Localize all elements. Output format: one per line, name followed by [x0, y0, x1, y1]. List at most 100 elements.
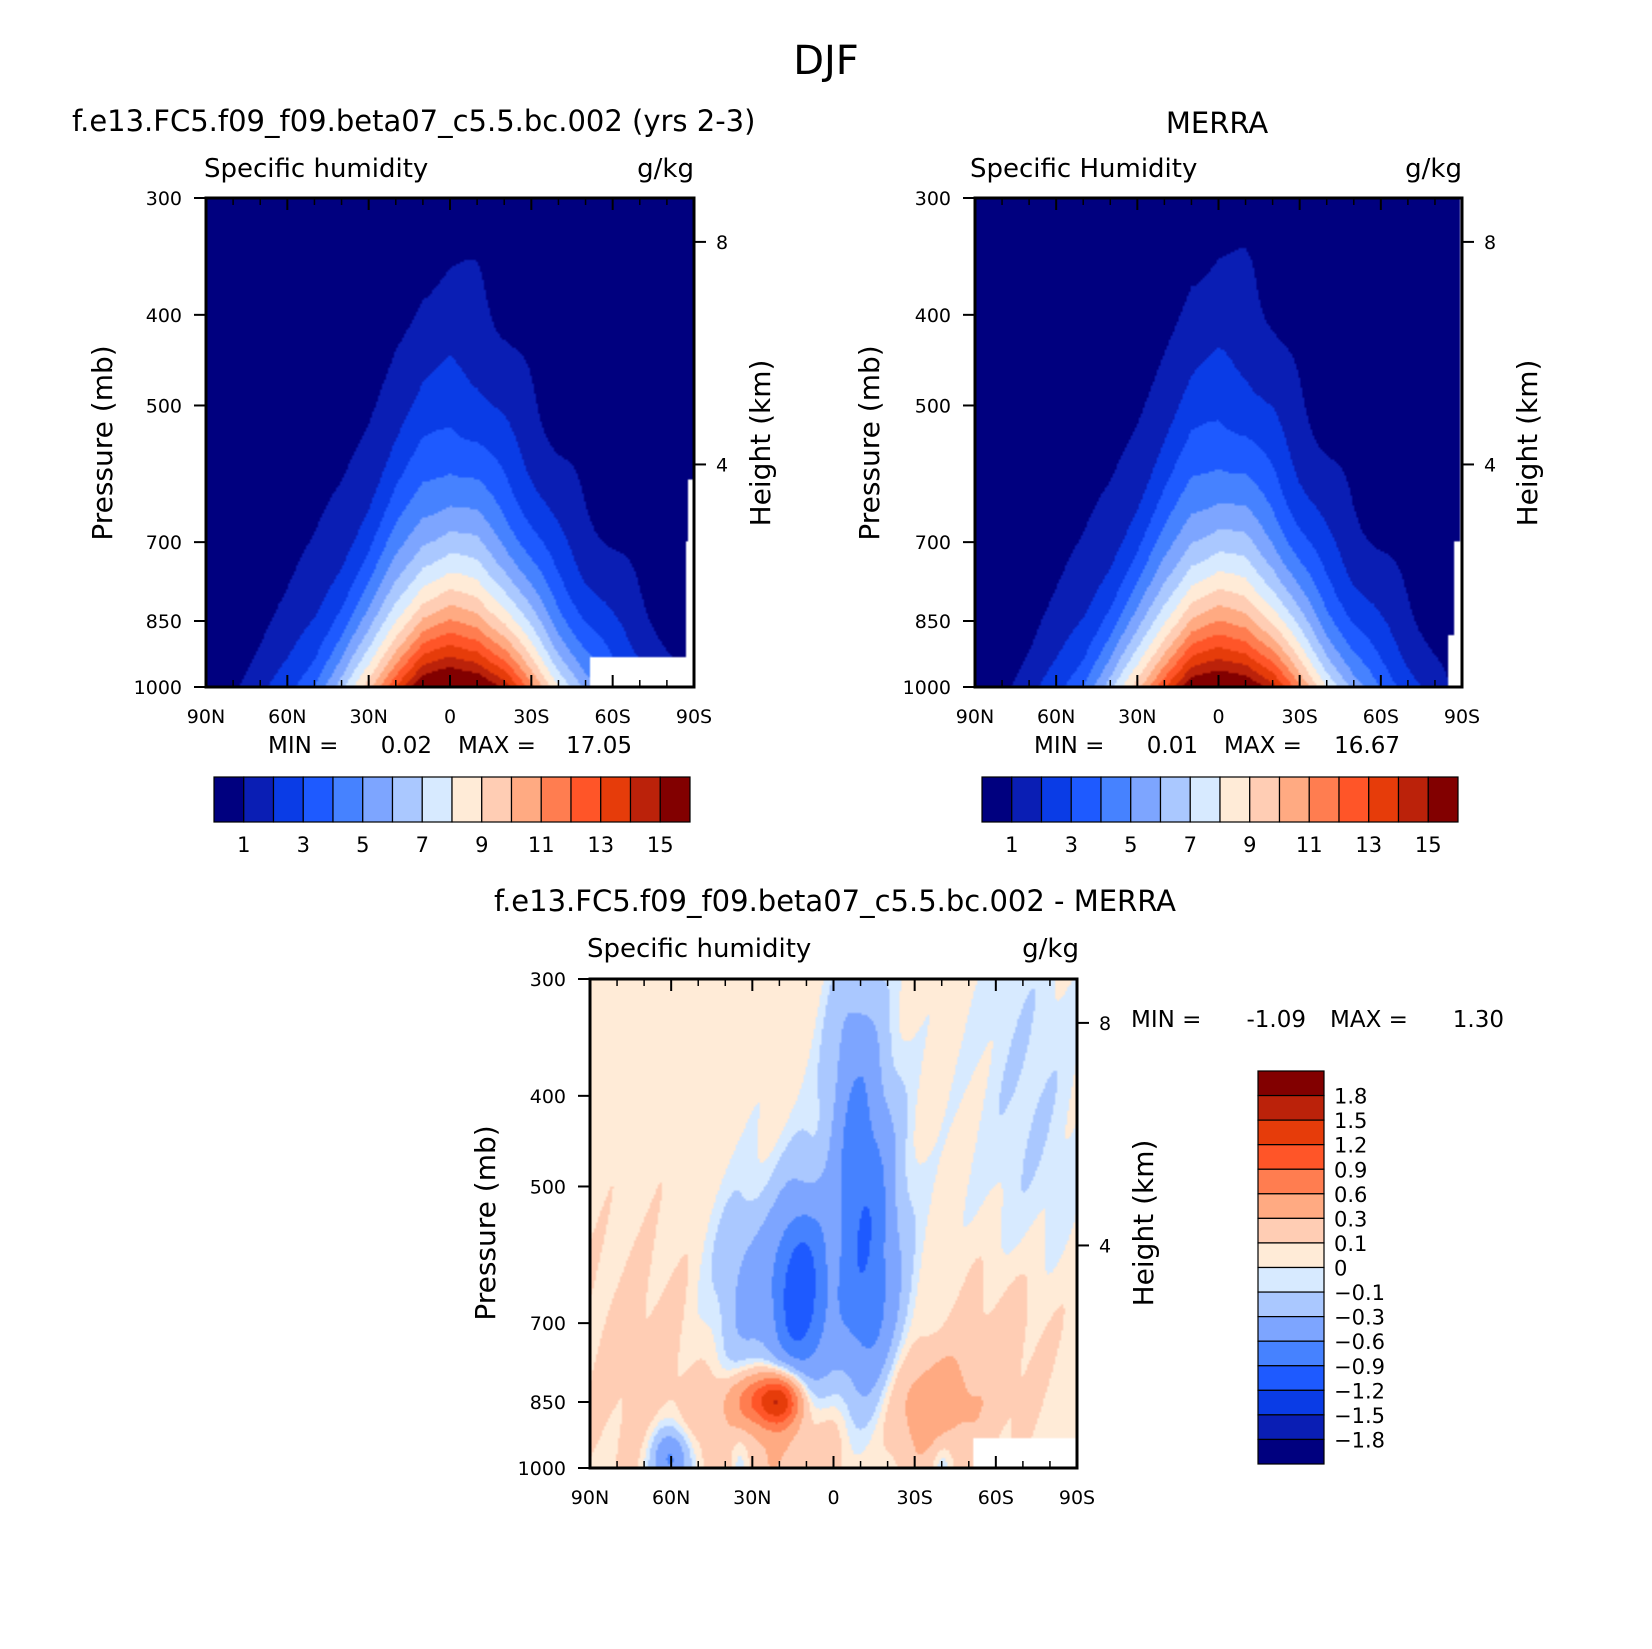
field-label: Specific humidity: [204, 154, 428, 184]
y-tick-label: 300: [146, 188, 182, 210]
height-tick-label: 4: [1099, 1235, 1111, 1257]
colorbar-box: [243, 776, 275, 823]
right-axis-label: Height (km): [744, 360, 777, 527]
right-axis-label: Height (km): [1511, 360, 1544, 527]
colorbar-box: [1189, 776, 1221, 823]
y-tick-label: 850: [915, 611, 951, 633]
contour-field: [590, 979, 1077, 1468]
colorbar-label: 15: [647, 833, 674, 857]
colorbar-label: 1.5: [1334, 1109, 1367, 1133]
panel-title: f.e13.FC5.f09_f09.beta07_c5.5.bc.002 (yr…: [72, 104, 755, 138]
x-tick-label: 30S: [897, 1487, 933, 1509]
x-tick-label: 0: [827, 1487, 839, 1509]
colorbar-label: 7: [1184, 833, 1197, 857]
colorbar-box: [570, 776, 602, 823]
colorbar-label: 9: [475, 833, 488, 857]
colorbar-box: [332, 776, 364, 823]
colorbar-label: 1: [237, 833, 250, 857]
min-label: MIN =: [1034, 733, 1104, 759]
colorbar-box: [1159, 776, 1191, 823]
plot-frame: 90N 60N 30N 0 30S 60S 90S 300 400 500 700 850 1000 8 4: [518, 969, 1111, 1509]
colorbar-box: [1257, 1094, 1325, 1121]
colorbar-label: 1.2: [1334, 1134, 1367, 1158]
contour-field: [975, 198, 1462, 687]
colorbar-label: 1: [1005, 833, 1018, 857]
colorbar-label: 1.8: [1334, 1085, 1367, 1109]
height-tick-label: 8: [1484, 232, 1496, 254]
colorbar-box: [540, 776, 572, 823]
colorbar-box: [272, 776, 304, 823]
y-axis-label: Pressure (mb): [469, 1125, 502, 1320]
colorbar-box: [1257, 1193, 1325, 1219]
colorbar-box: [1257, 1070, 1325, 1097]
colorbar-box: [1278, 776, 1310, 823]
units-label: g/kg: [637, 154, 694, 184]
y-tick-label: 300: [530, 969, 566, 991]
y-tick-label: 850: [530, 1392, 566, 1414]
colorbar-box: [1257, 1340, 1325, 1367]
x-tick-label: 90N: [956, 706, 994, 728]
x-tick-label: 90N: [571, 1487, 609, 1509]
x-tick-label: 60S: [978, 1487, 1014, 1509]
colorbar: 1 3 5 7 9 11 13 15: [981, 776, 1459, 857]
height-tick-label: 8: [1099, 1013, 1111, 1035]
colorbar-box: [1257, 1144, 1325, 1170]
max-value: 1.30: [1453, 1007, 1504, 1033]
colorbar-box: [1257, 1168, 1325, 1195]
x-tick-label: 90S: [1059, 1487, 1095, 1509]
y-axis-label: Pressure (mb): [86, 345, 119, 540]
height-tick-label: 4: [716, 454, 728, 476]
colorbar-label: −1.8: [1334, 1428, 1385, 1452]
y-tick-label: 400: [146, 305, 182, 327]
colorbar-box: [1257, 1365, 1325, 1391]
x-tick-label: 0: [1212, 706, 1224, 728]
y-tick-label: 500: [530, 1176, 566, 1198]
colorbar-box: [1257, 1217, 1325, 1244]
y-tick-label: 1000: [903, 677, 951, 699]
colorbar-label: −0.6: [1334, 1330, 1385, 1354]
x-tick-label: 90N: [187, 706, 225, 728]
colorbar-box: [1011, 776, 1043, 823]
colorbar-label: 13: [1355, 833, 1382, 857]
y-tick-label: 500: [146, 395, 182, 417]
colorbar-label: −0.3: [1334, 1306, 1385, 1330]
colorbar-box: [659, 776, 691, 823]
colorbar-box: [362, 776, 394, 823]
colorbar-label: 11: [1296, 833, 1323, 857]
colorbar-label: −0.9: [1334, 1355, 1385, 1379]
units-label: g/kg: [1022, 934, 1079, 964]
colorbar-box: [1219, 776, 1251, 823]
units-label: g/kg: [1405, 154, 1462, 184]
colorbar-label: 7: [416, 833, 429, 857]
y-tick-label: 850: [146, 611, 182, 633]
max-label: MAX =: [1224, 733, 1302, 759]
y-tick-label: 700: [146, 532, 182, 554]
y-tick-label: 400: [530, 1086, 566, 1108]
colorbar-label: 9: [1243, 833, 1256, 857]
panel-difference: f.e13.FC5.f09_f09.beta07_c5.5.bc.002 - M…: [469, 884, 1504, 1509]
colorbar-box: [481, 776, 513, 823]
colorbar: −1.8−1.5−1.2−0.9−0.6−0.3−0.100.10.30.60.…: [1257, 1070, 1385, 1465]
colorbar-box: [421, 776, 453, 823]
colorbar-box: [1427, 776, 1459, 823]
x-tick-label: 30N: [1118, 706, 1156, 728]
max-label: MAX =: [458, 733, 536, 759]
colorbar-box: [1257, 1266, 1325, 1293]
colorbar-box: [1338, 776, 1370, 823]
colorbar-box: [302, 776, 334, 823]
max-value: 16.67: [1334, 733, 1400, 759]
colorbar-box: [1257, 1438, 1325, 1465]
height-tick-label: 4: [1484, 454, 1496, 476]
panel-observation: MERRA Specific Humidity g/kg 90N 60N 30N 0 3…: [853, 106, 1544, 857]
x-tick-label: 30N: [733, 1487, 771, 1509]
panel-model: f.e13.FC5.f09_f09.beta07_c5.5.bc.002 (yr…: [72, 104, 777, 857]
x-tick-label: 60S: [1363, 706, 1399, 728]
colorbar-box: [510, 776, 542, 823]
min-label: MIN =: [268, 733, 338, 759]
colorbar-box: [981, 776, 1013, 823]
colorbar-label: −1.2: [1334, 1379, 1385, 1403]
x-tick-label: 0: [444, 706, 456, 728]
field-label: Specific humidity: [587, 934, 811, 964]
colorbar-box: [1308, 776, 1340, 823]
